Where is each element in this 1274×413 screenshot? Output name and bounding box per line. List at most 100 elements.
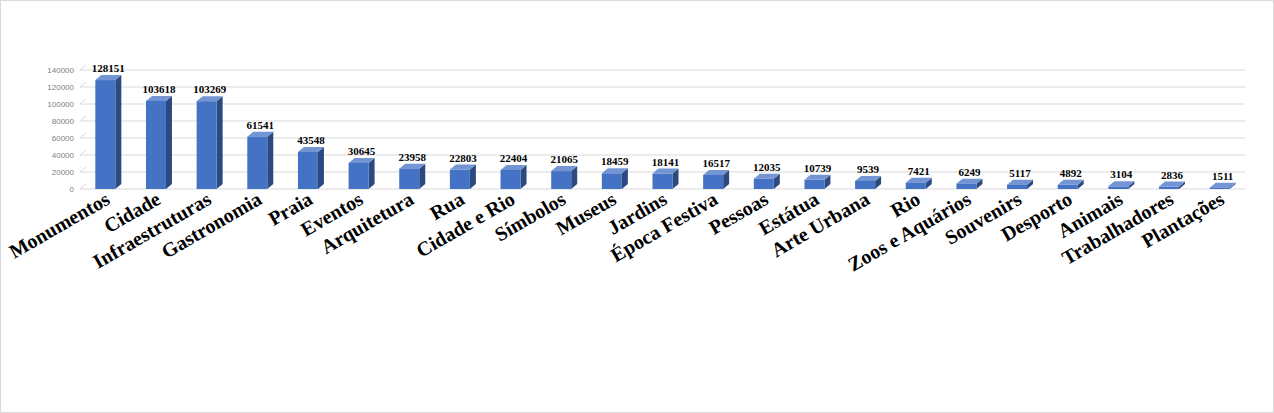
frame	[1, 1, 1274, 413]
data-label: 128151	[92, 62, 125, 74]
bar-front	[653, 174, 673, 189]
data-label: 22404	[500, 152, 528, 164]
data-label: 23958	[398, 151, 426, 163]
y-tick-label: 100000	[47, 100, 74, 109]
bar	[95, 75, 121, 189]
bar-front	[146, 101, 166, 189]
bar-top	[197, 96, 223, 101]
grid-line	[80, 87, 1245, 88]
bar-side	[318, 147, 324, 189]
bar	[703, 170, 729, 189]
bar-top	[855, 176, 881, 181]
bar-top	[1108, 181, 1134, 186]
bar	[804, 175, 830, 189]
bar-top	[247, 132, 273, 137]
data-label: 1511	[1212, 170, 1233, 182]
y-tick-label: 60000	[52, 134, 75, 143]
bar-top	[1159, 182, 1185, 187]
bar	[1210, 183, 1236, 189]
bar-front	[298, 152, 318, 189]
data-label: 103618	[142, 83, 176, 95]
bar	[450, 165, 476, 189]
bar	[906, 178, 932, 189]
bar-front	[804, 180, 824, 189]
data-label: 10739	[804, 162, 832, 174]
bar-top	[653, 169, 679, 174]
bar	[1108, 181, 1134, 189]
grid-line-depth	[80, 184, 86, 189]
bar-front	[855, 181, 875, 189]
bar	[551, 166, 577, 189]
bar-front	[602, 173, 622, 189]
bar-front	[1058, 185, 1078, 189]
data-label: 4892	[1060, 167, 1083, 179]
data-label: 61541	[247, 119, 275, 131]
bar-front	[1007, 185, 1027, 189]
data-label: 18459	[601, 155, 629, 167]
grid-line-depth	[80, 150, 86, 155]
data-label: 2836	[1161, 169, 1184, 181]
x-tick-label: Gastronomia	[157, 187, 265, 262]
y-tick-label: 120000	[47, 83, 74, 92]
grid-line-depth	[80, 99, 86, 104]
grid-line	[80, 70, 1245, 71]
grid-line-depth	[80, 65, 86, 70]
bar	[1058, 180, 1084, 189]
grid	[80, 65, 1245, 189]
grid-line-depth	[80, 167, 86, 172]
bar	[501, 165, 527, 189]
bar-top	[298, 147, 324, 152]
bar	[1159, 182, 1185, 189]
data-label: 21065	[550, 153, 578, 165]
chart: 0200004000060000800001000001200001400001…	[0, 0, 1274, 413]
bar-top	[1058, 180, 1084, 185]
data-label: 5117	[1009, 167, 1031, 179]
bar-top	[1210, 183, 1236, 188]
bar	[247, 132, 273, 189]
y-tick-label: 140000	[47, 66, 74, 75]
bar-top	[501, 165, 527, 170]
bar-front	[197, 101, 217, 189]
bar-top	[906, 178, 932, 183]
bar-front	[906, 183, 926, 189]
bar-front	[754, 179, 774, 189]
data-label: 3104	[1110, 168, 1133, 180]
data-label: 30645	[348, 145, 376, 157]
bar-top	[551, 166, 577, 171]
data-label: 12035	[753, 161, 781, 173]
data-label: 18141	[652, 156, 680, 168]
y-tick-label: 80000	[52, 117, 75, 126]
x-tick-label: Plantações	[1138, 187, 1229, 253]
bar-front	[349, 163, 369, 189]
data-label: 7421	[908, 165, 930, 177]
bar-top	[399, 164, 425, 169]
bar	[956, 179, 982, 189]
bar-top	[956, 179, 982, 184]
data-label: 22803	[449, 152, 477, 164]
bar-top	[349, 158, 375, 163]
bar	[1007, 180, 1033, 189]
grid-line-depth	[80, 82, 86, 87]
bar	[146, 96, 172, 189]
bar-top	[450, 165, 476, 170]
bar-front	[247, 137, 267, 189]
bar-top	[1007, 180, 1033, 185]
x-tick-label: Arquitetura	[317, 187, 418, 258]
data-label: 16517	[702, 157, 730, 169]
bar-top	[146, 96, 172, 101]
bar	[602, 168, 628, 189]
y-tick-label: 20000	[52, 168, 75, 177]
data-label: 9539	[857, 163, 880, 175]
bar-top	[703, 170, 729, 175]
bar-front	[703, 175, 723, 189]
data-label: 103269	[193, 83, 227, 95]
bars	[95, 75, 1235, 189]
y-tick-label: 40000	[52, 151, 75, 160]
bar-side	[267, 132, 273, 189]
bar	[855, 176, 881, 189]
bar	[298, 147, 324, 189]
bar	[653, 169, 679, 189]
bar-front	[551, 171, 571, 189]
bar-front	[399, 169, 419, 189]
bar-top	[95, 75, 121, 80]
